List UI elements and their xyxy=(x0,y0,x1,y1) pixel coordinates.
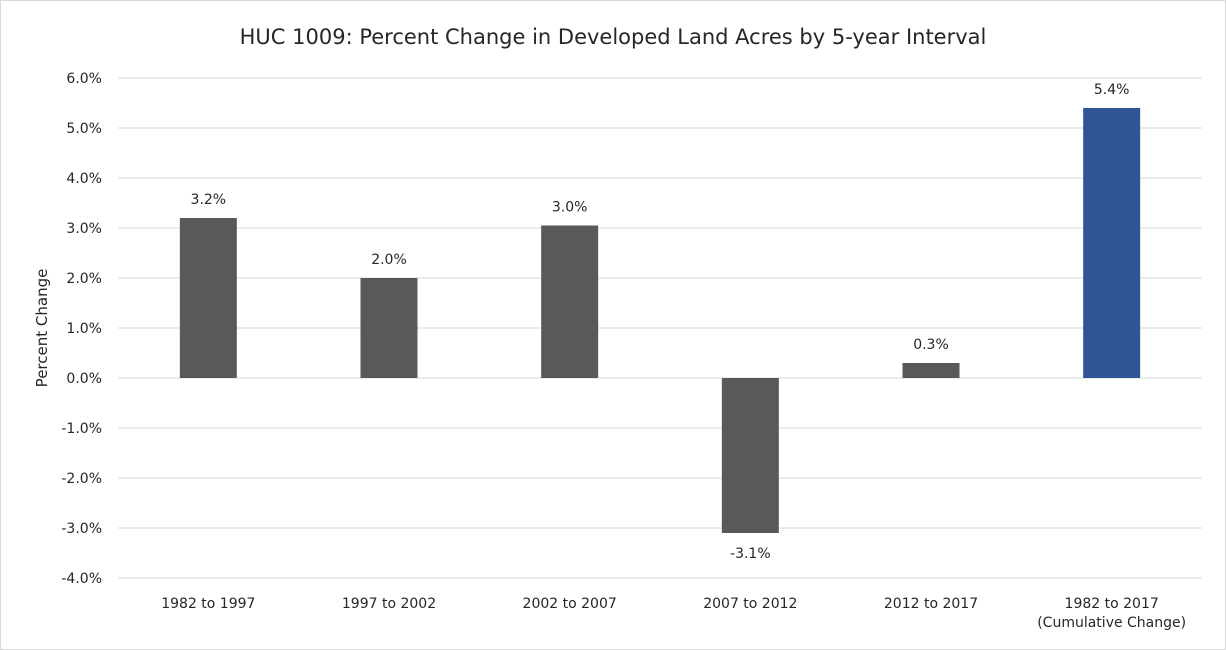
data-label: 0.3% xyxy=(913,337,949,353)
y-axis-ticks: 6.0% 5.0% 4.0% 3.0% 2.0% 1.0% 0.0% -1.0% -2.0% -3… xyxy=(61,71,102,587)
y-tick-label: 1.0% xyxy=(66,321,102,337)
chart-title: HUC 1009: Percent Change in Developed La… xyxy=(240,25,987,49)
x-tick-label: (Cumulative Change) xyxy=(1037,615,1186,631)
bar xyxy=(1083,108,1141,378)
data-label: 5.4% xyxy=(1094,82,1130,98)
data-label: 2.0% xyxy=(371,252,407,268)
bar xyxy=(721,378,779,533)
bar xyxy=(902,363,960,378)
data-label: -3.1% xyxy=(730,546,771,562)
y-tick-label: -1.0% xyxy=(61,421,102,437)
y-tick-label: 6.0% xyxy=(66,71,102,87)
y-tick-label: 5.0% xyxy=(66,121,102,137)
x-tick-label: 1982 to 1997 xyxy=(161,596,255,612)
data-label: 3.0% xyxy=(552,200,588,216)
x-axis-ticks: 1982 to 1997 1997 to 2002 2002 to 2007 2007… xyxy=(161,596,1186,631)
y-tick-label: -2.0% xyxy=(61,471,102,487)
y-tick-label: 3.0% xyxy=(66,221,102,237)
y-tick-label: 2.0% xyxy=(66,271,102,287)
data-label: 3.2% xyxy=(191,192,227,208)
bars xyxy=(179,108,1141,533)
x-tick-label: 2002 to 2007 xyxy=(523,596,617,612)
y-tick-label: 4.0% xyxy=(66,171,102,187)
bar xyxy=(179,218,237,378)
data-labels: 3.2% 2.0% 3.0% -3.1% 0.3% 5.4% xyxy=(191,82,1130,562)
x-tick-label: 2007 to 2012 xyxy=(703,596,797,612)
x-tick-label: 1982 to 2017 xyxy=(1065,596,1159,612)
y-tick-label: -3.0% xyxy=(61,521,102,537)
y-tick-label: -4.0% xyxy=(61,571,102,587)
y-tick-label: 0.0% xyxy=(66,371,102,387)
gridlines xyxy=(118,77,1202,579)
bar xyxy=(541,225,599,378)
x-tick-label: 1997 to 2002 xyxy=(342,596,436,612)
x-tick-label: 2012 to 2017 xyxy=(884,596,978,612)
bar xyxy=(360,278,418,378)
y-axis-label: Percent Change xyxy=(33,269,51,388)
